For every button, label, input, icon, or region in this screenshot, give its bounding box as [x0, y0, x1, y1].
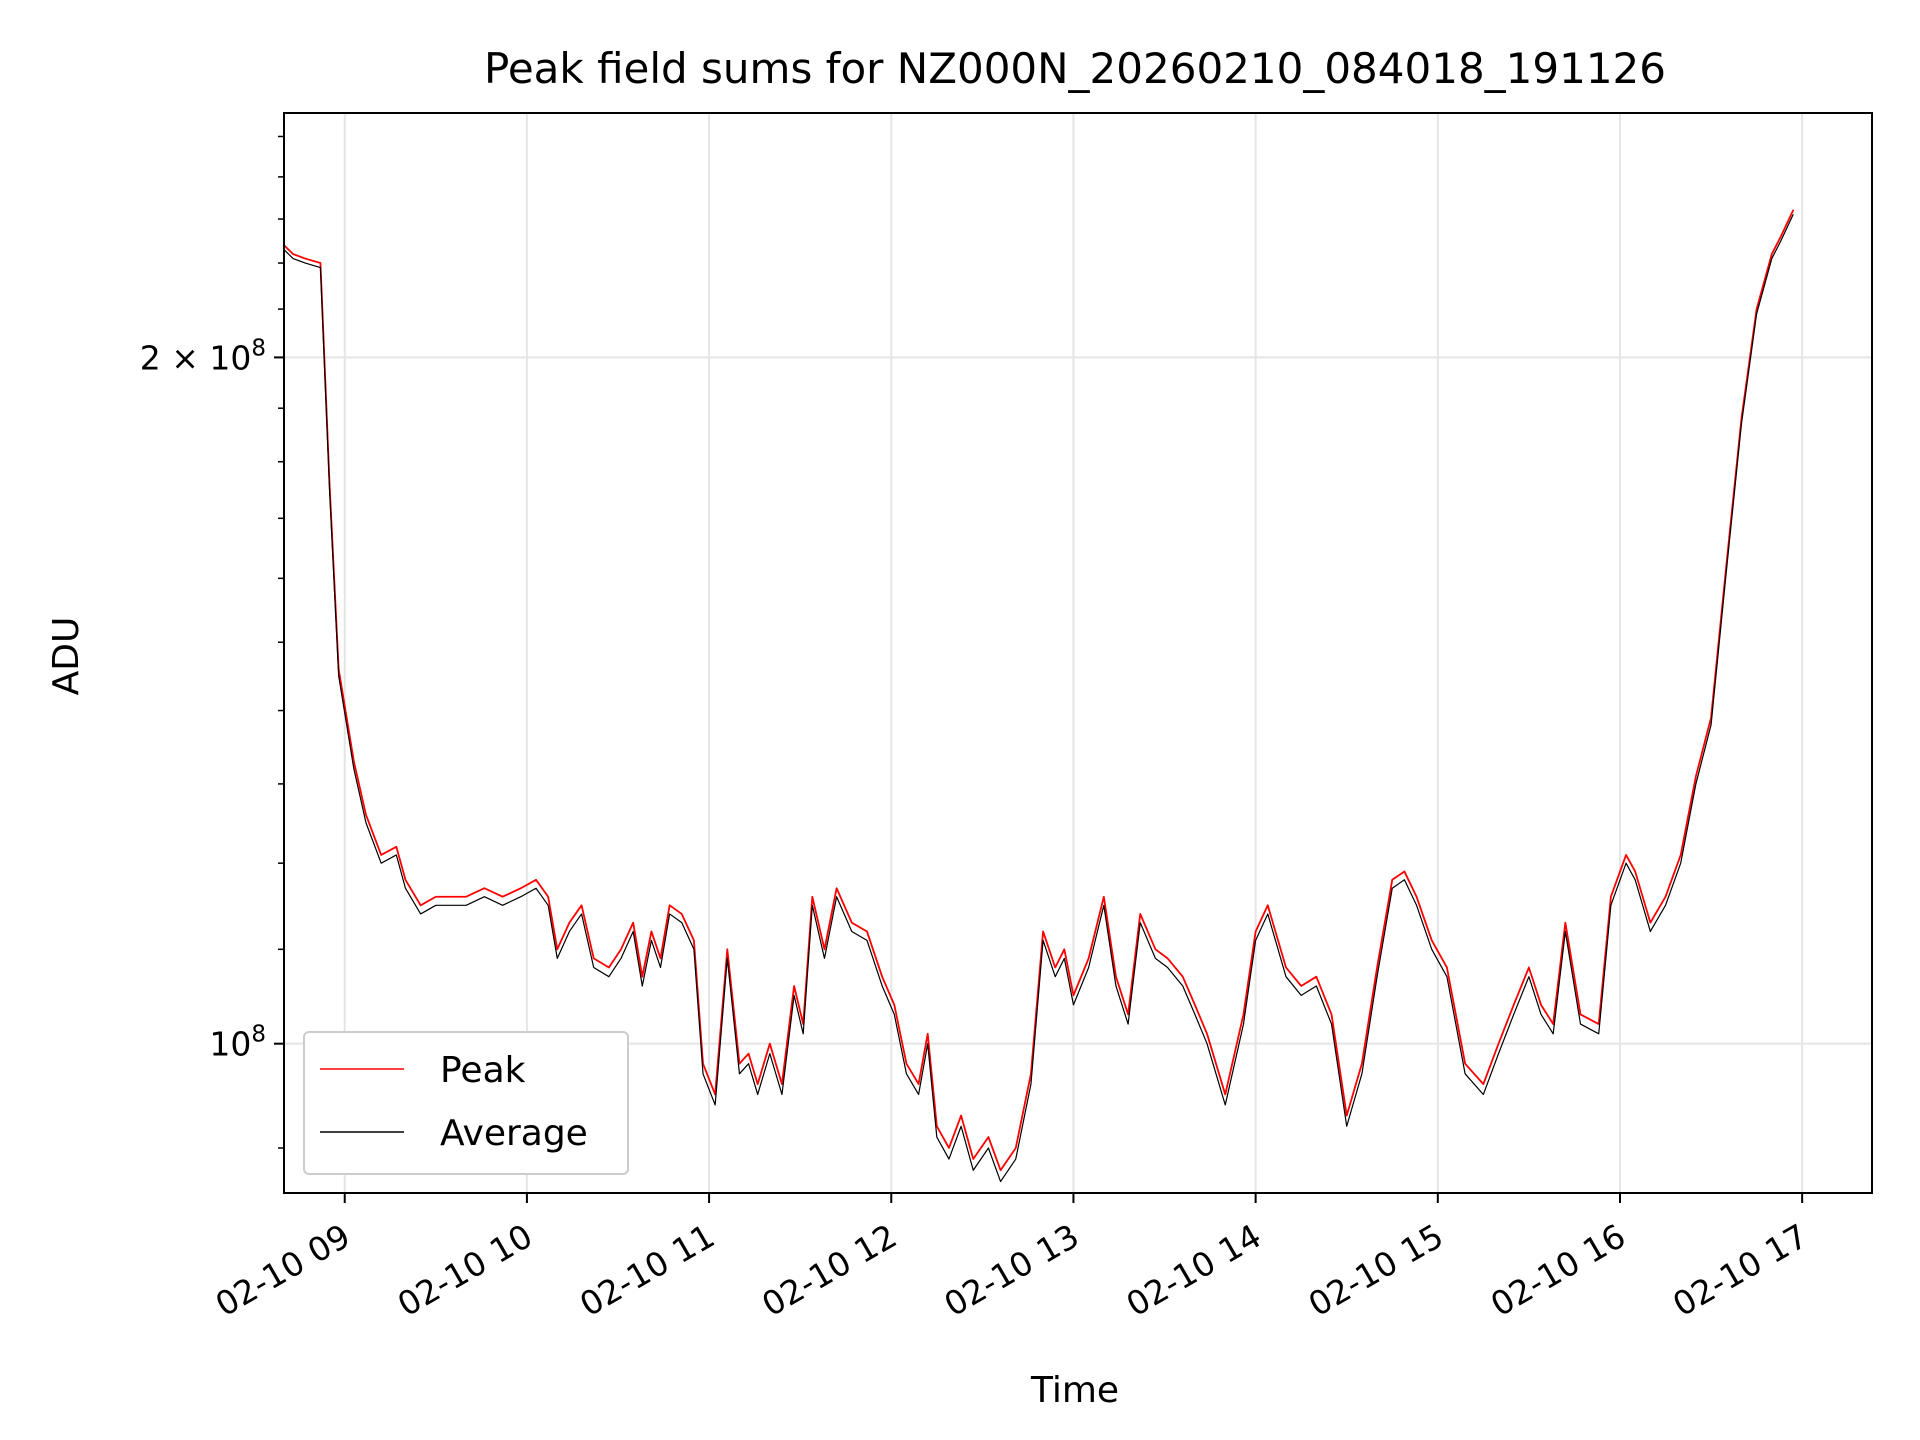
y-tick-exponent: 8	[251, 335, 266, 361]
legend: Peak Average	[303, 1031, 629, 1175]
y-tick-base: 10	[209, 338, 251, 377]
peak-series-line	[283, 209, 1794, 1172]
y-tick-mantissa: 2 ×	[140, 338, 210, 377]
x-axis-label: Time	[1030, 1370, 1119, 1411]
plot-area	[284, 113, 1872, 1193]
gridlines	[284, 113, 1872, 1193]
legend-box	[303, 1031, 629, 1175]
legend-average-label: Average	[440, 1113, 588, 1154]
average-series-line	[283, 214, 1794, 1183]
y-tick-exponent: 8	[251, 1022, 266, 1048]
y-tick-label: 2 × 108	[140, 335, 266, 377]
y-tick-base: 10	[209, 1025, 251, 1064]
series-layer	[283, 209, 1794, 1183]
legend-peak-label: Peak	[440, 1050, 526, 1091]
plot-frame	[283, 112, 1873, 1194]
y-tick-label: 108	[209, 1022, 266, 1064]
chart-title: Peak field sums for NZ000N_20260210_0840…	[484, 44, 1666, 93]
y-axis-label: ADU	[46, 617, 87, 696]
